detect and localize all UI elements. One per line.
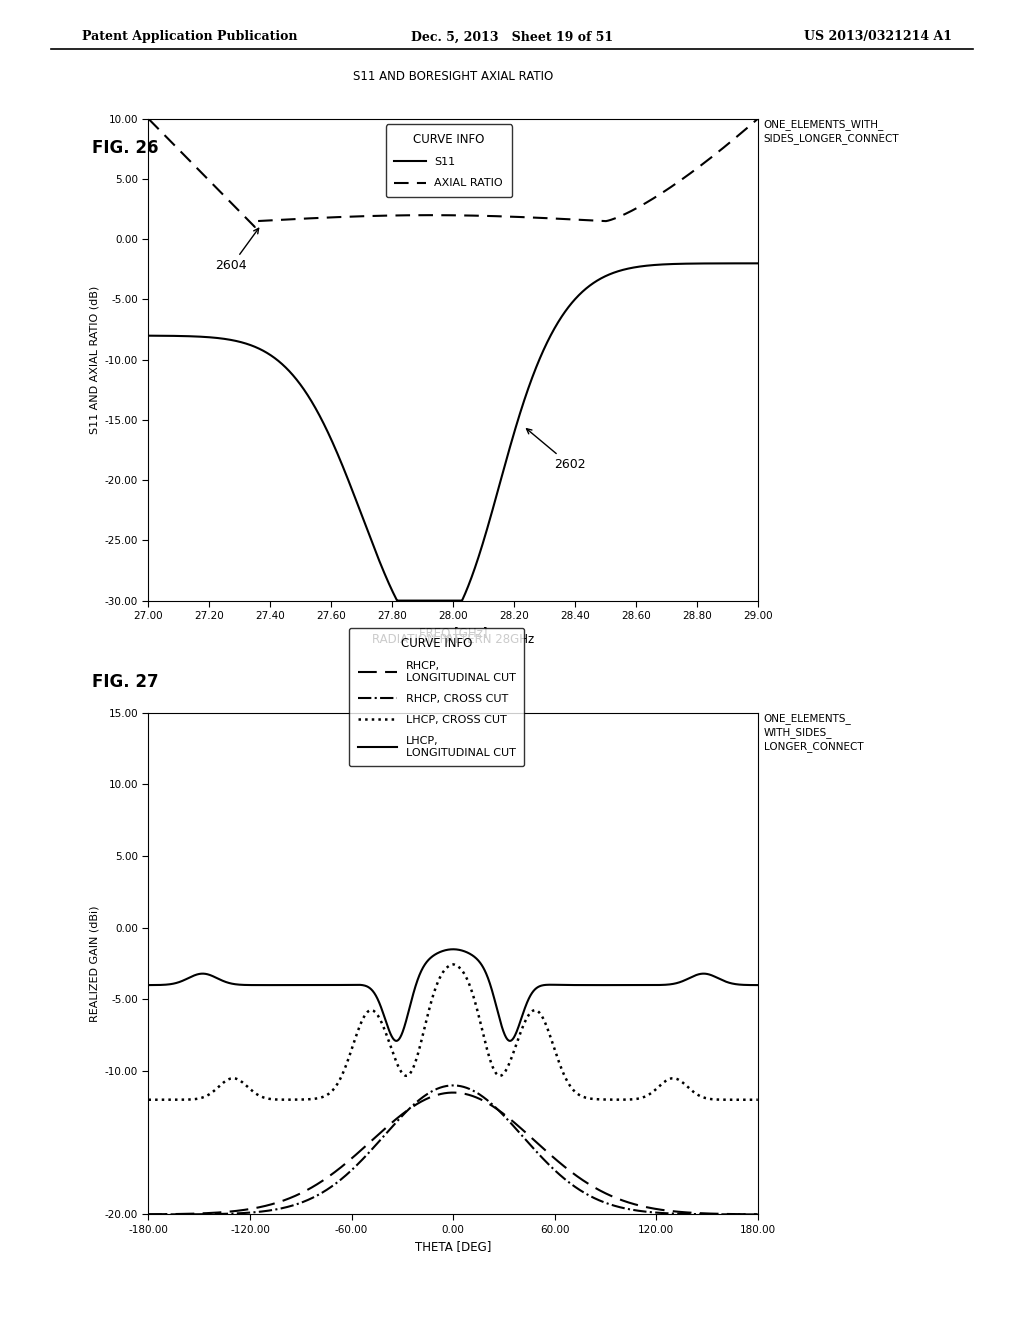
Text: US 2013/0321214 A1: US 2013/0321214 A1	[804, 30, 952, 44]
Text: Patent Application Publication: Patent Application Publication	[82, 30, 297, 44]
X-axis label: FREQ [GHz]: FREQ [GHz]	[419, 627, 487, 640]
Text: Dec. 5, 2013   Sheet 19 of 51: Dec. 5, 2013 Sheet 19 of 51	[411, 30, 613, 44]
X-axis label: THETA [DEG]: THETA [DEG]	[415, 1241, 492, 1254]
Y-axis label: REALIZED GAIN (dBi): REALIZED GAIN (dBi)	[89, 906, 99, 1022]
Text: 2602: 2602	[526, 429, 586, 471]
Text: ONE_ELEMENTS_
WITH_SIDES_
LONGER_CONNECT: ONE_ELEMENTS_ WITH_SIDES_ LONGER_CONNECT	[764, 713, 863, 752]
Y-axis label: S11 AND AXIAL RATIO (dB): S11 AND AXIAL RATIO (dB)	[89, 285, 99, 434]
Text: FIG. 27: FIG. 27	[92, 673, 159, 692]
Legend: S11, AXIAL RATIO: S11, AXIAL RATIO	[386, 124, 512, 198]
Title: S11 AND BORESIGHT AXIAL RATIO: S11 AND BORESIGHT AXIAL RATIO	[353, 70, 553, 83]
Text: 2604: 2604	[215, 228, 259, 272]
Text: FIG. 26: FIG. 26	[92, 139, 159, 157]
Title: RADIATION PATTERN 28GHz: RADIATION PATTERN 28GHz	[372, 634, 535, 647]
Legend: RHCP,
LONGITUDINAL CUT, RHCP, CROSS CUT, LHCP, CROSS CUT, LHCP,
LONGITUDINAL CUT: RHCP, LONGITUDINAL CUT, RHCP, CROSS CUT,…	[349, 628, 524, 767]
Text: ONE_ELEMENTS_WITH_
SIDES_LONGER_CONNECT: ONE_ELEMENTS_WITH_ SIDES_LONGER_CONNECT	[764, 119, 899, 144]
